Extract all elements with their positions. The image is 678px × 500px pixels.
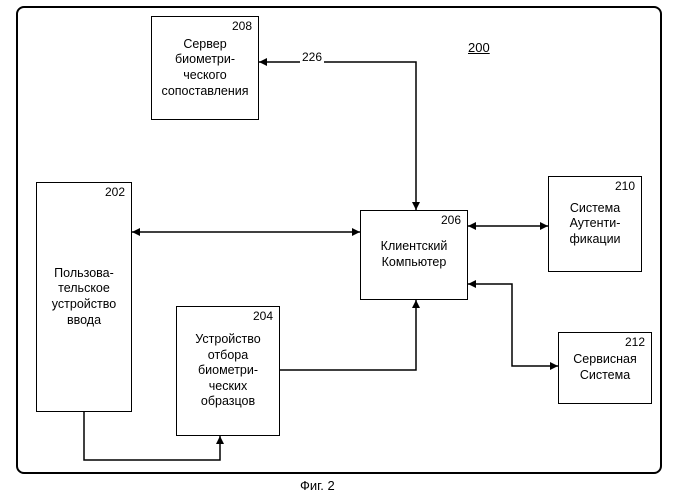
node-label: СистемаАутенти-фикации bbox=[553, 201, 637, 248]
node-label: СервиснаяСистема bbox=[563, 352, 647, 383]
node-ref: 202 bbox=[105, 185, 125, 199]
node-ref: 210 bbox=[615, 179, 635, 193]
edge-label: 226 bbox=[300, 50, 324, 64]
node-label: Сервербиометри-ческогосопоставления bbox=[156, 37, 254, 100]
node-client-computer: 206 КлиентскийКомпьютер bbox=[360, 210, 468, 300]
node-ref: 212 bbox=[625, 335, 645, 349]
node-auth-system: 210 СистемаАутенти-фикации bbox=[548, 176, 642, 272]
figure-title: 200 bbox=[468, 40, 490, 55]
node-label: КлиентскийКомпьютер bbox=[365, 239, 463, 270]
node-label: Пользова-тельскоеустройствоввода bbox=[41, 266, 127, 329]
node-ref: 206 bbox=[441, 213, 461, 227]
diagram-canvas: { "figure": { "title": "200", "caption":… bbox=[0, 0, 678, 500]
node-biometric-sampler: 204 Устройствоотборабиометри-ческихобраз… bbox=[176, 306, 280, 436]
node-user-input-device: 202 Пользова-тельскоеустройствоввода bbox=[36, 182, 132, 412]
node-service-system: 212 СервиснаяСистема bbox=[558, 332, 652, 404]
node-biometric-server: 208 Сервербиометри-ческогосопоставления bbox=[151, 16, 259, 120]
figure-caption: Фиг. 2 bbox=[300, 478, 335, 493]
node-ref: 208 bbox=[232, 19, 252, 33]
node-label: Устройствоотборабиометри-ческихобразцов bbox=[181, 332, 275, 410]
node-ref: 204 bbox=[253, 309, 273, 323]
